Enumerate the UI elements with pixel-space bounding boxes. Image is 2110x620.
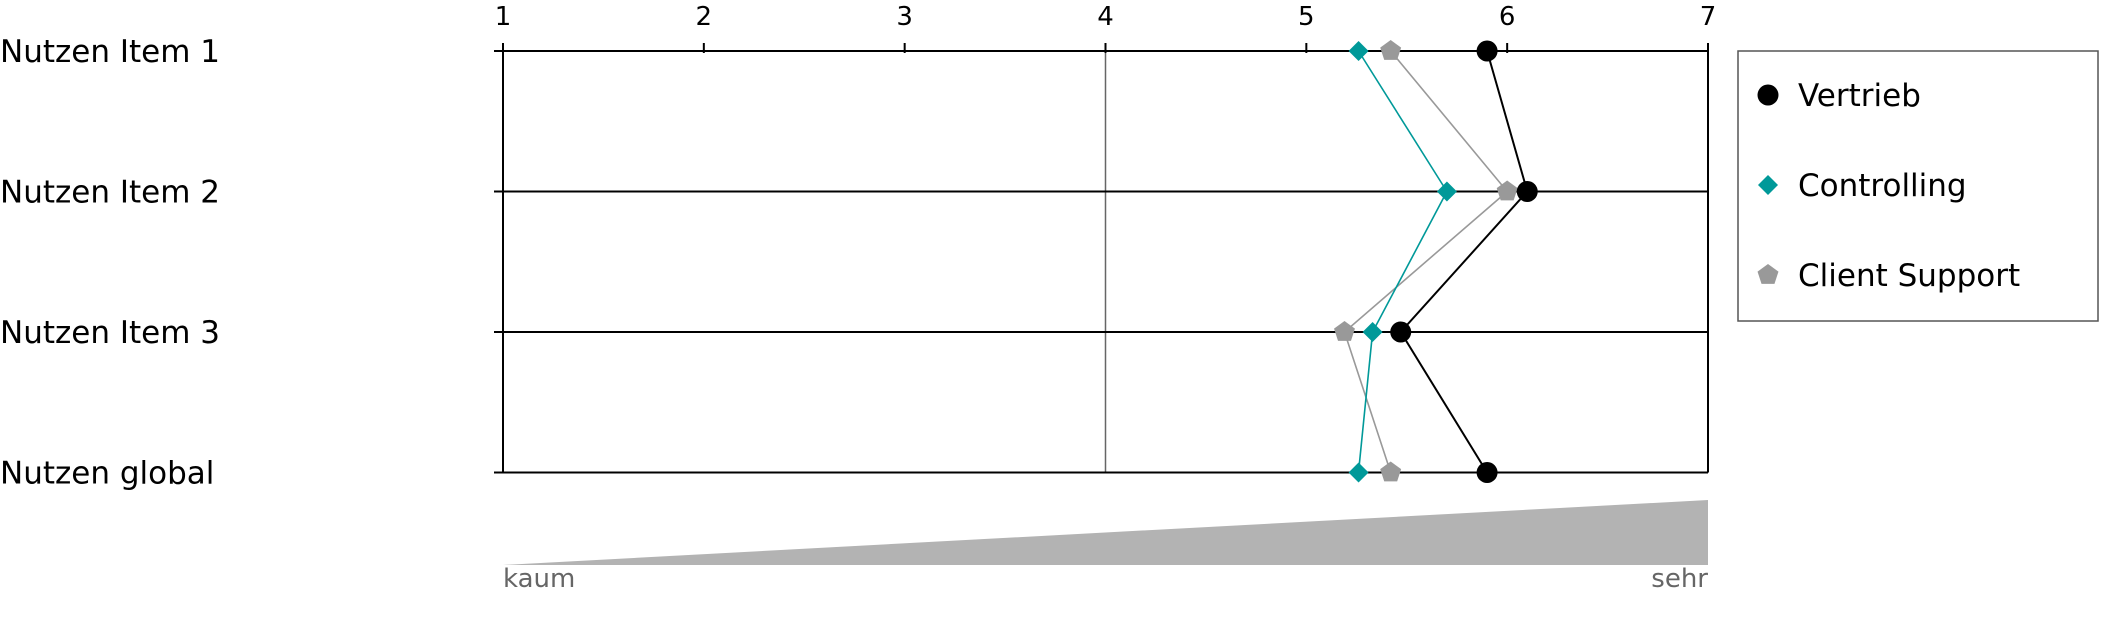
legend-box [1737, 50, 2099, 322]
data-point [1436, 181, 1457, 202]
row-label: Nutzen Item 3 [0, 315, 220, 351]
legend-label: Controlling [1798, 168, 1967, 204]
series-line [1357, 50, 1448, 473]
row-label: Nutzen global [0, 456, 214, 492]
legend-marker [1757, 84, 1779, 106]
plot-area [494, 50, 1709, 474]
x-tick-label: 5 [1298, 2, 1315, 32]
series-line [1399, 50, 1529, 474]
data-point [1348, 41, 1369, 61]
data-point [1334, 321, 1355, 341]
series-layer [1334, 40, 1538, 483]
x-tick-label: 6 [1499, 2, 1516, 32]
row-labels: Nutzen Item 1 Nutzen Item 2 Nutzen Item 3 N… [0, 34, 220, 492]
legend-item: Vertrieb [1757, 78, 1921, 114]
x-tick-label: 2 [696, 2, 713, 32]
scale-triangle [503, 500, 1708, 565]
data-point [1380, 461, 1402, 482]
legend-label: Client Support [1798, 258, 2020, 294]
legend-marker [1758, 175, 1778, 195]
row-label: Nutzen Item 1 [0, 34, 220, 70]
data-point [1362, 322, 1383, 342]
series-vertrieb [1390, 40, 1538, 483]
series-controlling [1348, 41, 1457, 483]
legend-marker [1757, 264, 1779, 284]
legend-label: Vertrieb [1798, 78, 1921, 114]
legend-item: Client Support [1757, 258, 2020, 294]
data-point [1476, 40, 1498, 62]
series-line [1343, 50, 1509, 473]
x-tick-label: 1 [495, 2, 512, 32]
data-point [1390, 321, 1412, 343]
legend: Vertrieb Controlling Client Support [1737, 50, 2099, 322]
legend-item: Controlling [1758, 168, 1967, 204]
x-tick-label: 4 [1097, 2, 1114, 32]
data-point [1516, 181, 1538, 202]
scale-high-label: sehr [1651, 564, 1708, 594]
x-axis-ticks: 1 2 3 4 5 6 7 [495, 2, 1717, 53]
row-label: Nutzen Item 2 [0, 175, 220, 211]
series-client-support [1334, 40, 1518, 482]
data-point [1348, 462, 1369, 483]
x-tick-label: 7 [1700, 2, 1717, 32]
data-point [1476, 462, 1498, 483]
x-tick-label: 3 [896, 2, 913, 32]
data-point [1496, 180, 1518, 201]
scale-low-label: kaum [503, 564, 575, 594]
scale-wedge: kaum sehr [503, 500, 1708, 594]
data-point [1380, 40, 1402, 60]
